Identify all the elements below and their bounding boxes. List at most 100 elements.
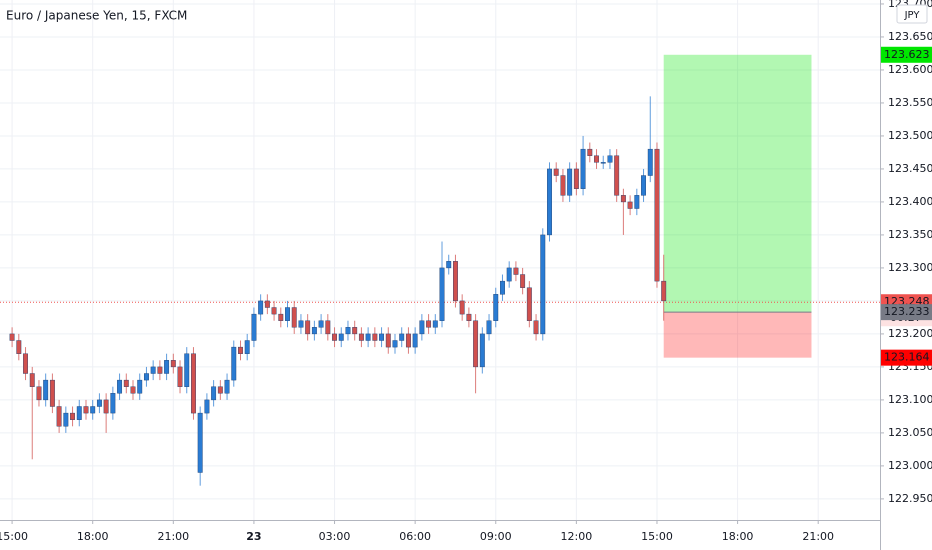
x-tick-label: 21:00: [157, 530, 189, 543]
currency-box[interactable]: [896, 4, 928, 24]
candle-body: [526, 287, 532, 321]
candle-body: [600, 162, 606, 164]
candle-body: [533, 320, 539, 335]
candle-body: [264, 300, 270, 308]
candle-body: [43, 379, 49, 401]
candle-body: [614, 155, 620, 196]
candle-body: [338, 333, 344, 341]
candle-body: [439, 267, 445, 321]
x-tick-label: 03:00: [319, 530, 351, 543]
candle-body: [36, 386, 42, 401]
candle-body: [70, 412, 75, 420]
candle-body: [553, 168, 559, 176]
candle-body: [647, 148, 653, 176]
candle-body: [184, 353, 190, 387]
candle-body: [217, 386, 223, 394]
candle-body: [298, 320, 304, 328]
y-tick-label: 123.050: [888, 426, 932, 439]
candle-body: [620, 195, 626, 203]
candle-body: [76, 406, 82, 420]
candle-body: [641, 175, 646, 196]
candle-body: [318, 320, 324, 328]
candle-body: [291, 307, 297, 328]
candle-body: [587, 148, 593, 156]
x-tick-label: 21:00: [802, 530, 834, 543]
candle-body: [345, 327, 351, 335]
candle-body: [110, 393, 116, 414]
candle-body: [513, 267, 519, 275]
profit-zone: [663, 54, 812, 313]
y-tick-label: 123.300: [888, 261, 932, 274]
x-tick-label: 09:00: [480, 530, 512, 543]
currency: JPY: [904, 10, 921, 21]
candle-body: [103, 399, 109, 414]
candle-body: [479, 333, 485, 368]
candle-body: [372, 333, 378, 341]
candle-body: [426, 320, 432, 328]
candle-body: [661, 280, 667, 302]
y-tick-label: 123.400: [888, 195, 932, 208]
candle-body: [231, 346, 237, 381]
candle-body: [49, 379, 55, 407]
price-label: 123.233: [884, 305, 930, 318]
candle-body: [258, 300, 264, 315]
candle-body: [16, 340, 22, 354]
candle-body: [352, 327, 358, 335]
candle-body: [244, 340, 250, 354]
candle-body: [486, 320, 492, 335]
y-tick-label: 122.950: [888, 492, 932, 505]
candle-body: [392, 340, 398, 348]
candle-body: [29, 373, 35, 387]
candle-body: [365, 333, 371, 341]
candle-body: [654, 148, 660, 282]
price-label: 123.164: [884, 351, 930, 364]
y-tick-label: 123.350: [888, 228, 932, 241]
candle-body: [157, 366, 163, 374]
candle-body: [305, 320, 311, 335]
candle-body: [332, 333, 337, 341]
y-tick-label: 123.600: [888, 63, 932, 76]
candle-body: [379, 333, 385, 341]
candle-body: [83, 406, 89, 414]
candle-body: [520, 274, 526, 288]
candle-body: [432, 320, 438, 328]
candle-body: [325, 320, 331, 335]
candle-body: [540, 234, 546, 335]
candle-body: [123, 379, 129, 387]
candle-body: [634, 195, 640, 209]
candle-body: [453, 261, 458, 302]
x-tick-label: 15:00: [0, 530, 28, 543]
x-tick-label: 18:00: [722, 530, 754, 543]
candle-body: [385, 333, 391, 348]
price-label-box: [881, 304, 932, 321]
x-tick-label: 18:00: [77, 530, 109, 543]
candle-body: [278, 313, 284, 321]
candle-body: [412, 333, 418, 348]
y-tick-label: 123.450: [888, 162, 932, 175]
candle-body: [580, 148, 586, 189]
candle-body: [23, 353, 28, 374]
candle-body: [238, 346, 243, 354]
candle-body: [311, 327, 317, 335]
x-tick-label: 12:00: [561, 530, 593, 543]
y-tick-label: 123.550: [888, 96, 932, 109]
y-tick-label: 123.650: [888, 30, 932, 43]
candle-body: [143, 373, 149, 381]
candle-body: [560, 175, 566, 196]
x-tick-label: 06:00: [399, 530, 431, 543]
candle-body: [224, 379, 230, 394]
candle-body: [627, 201, 633, 209]
candle-body: [197, 412, 203, 473]
candle-body: [130, 386, 136, 394]
candle-body: [150, 366, 156, 374]
candle-body: [405, 333, 411, 348]
price-label-box: [881, 46, 932, 63]
candle-body: [251, 313, 257, 341]
candle-body: [96, 399, 102, 407]
candle-body: [493, 294, 499, 321]
candle-body: [177, 366, 183, 387]
candle-body: [500, 280, 505, 295]
